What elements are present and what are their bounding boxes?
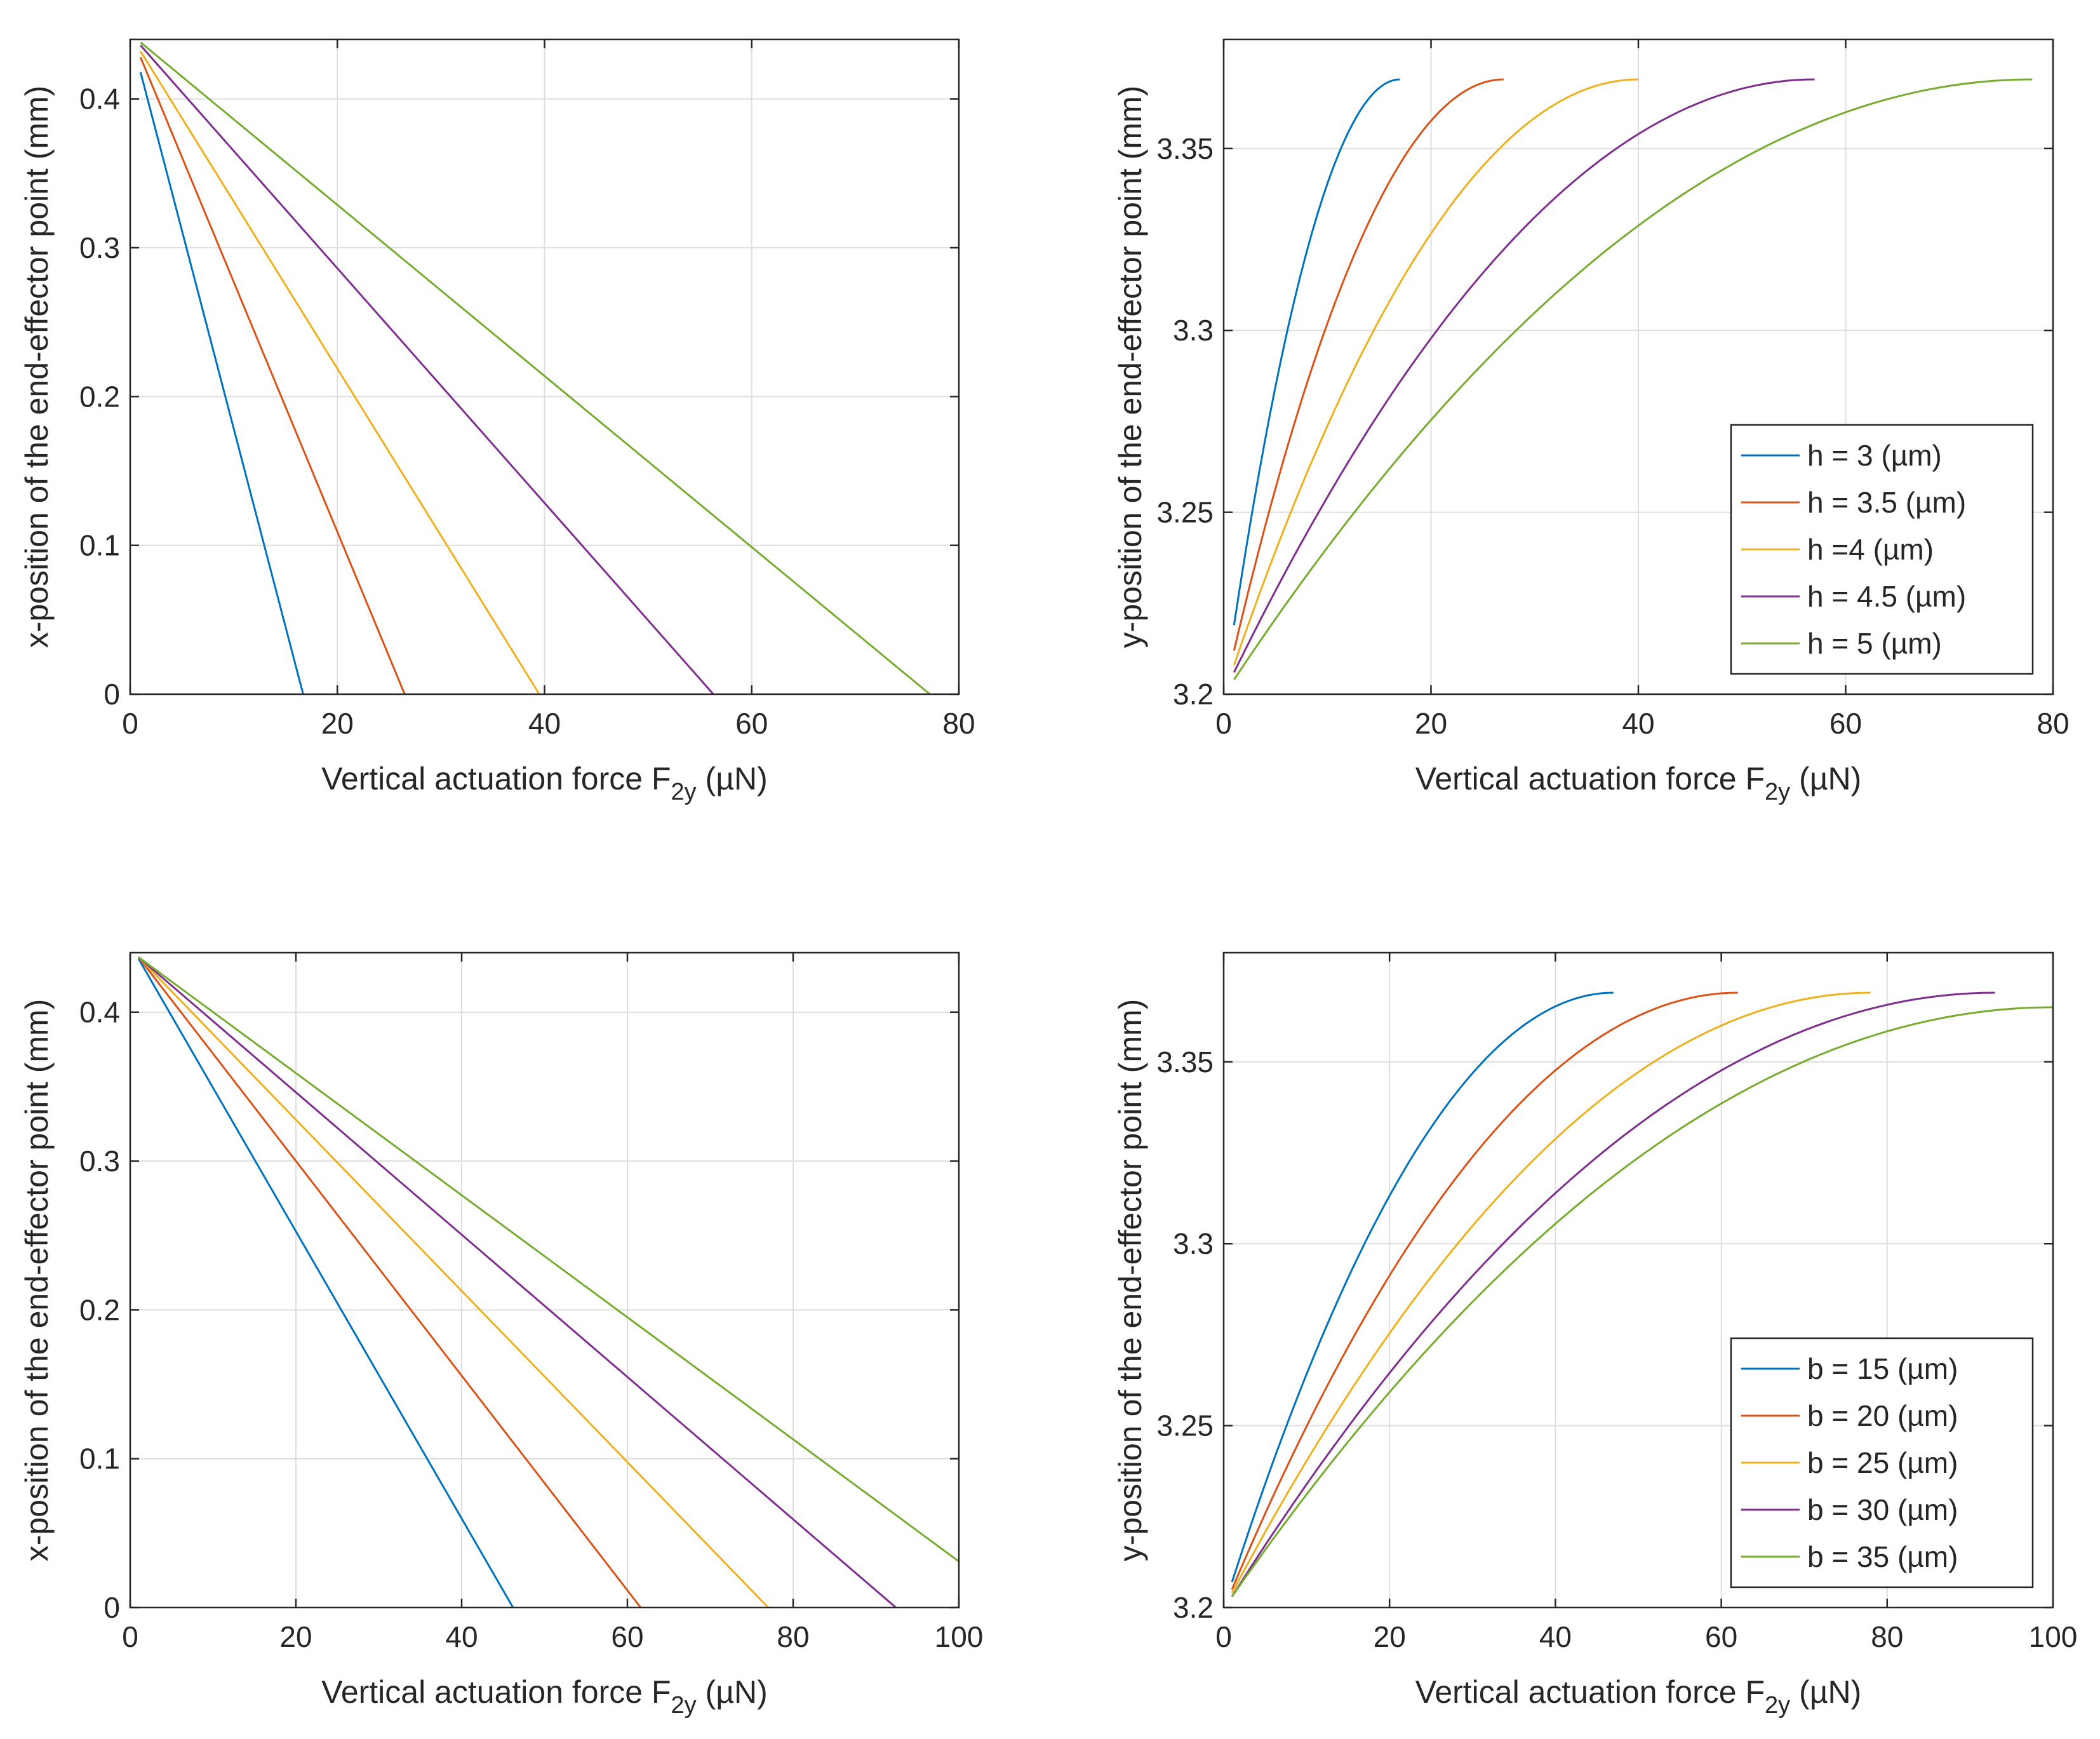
series-line-4 xyxy=(1233,78,1815,673)
x-tick-label: 100 xyxy=(2029,1620,2078,1653)
y-tick-label: 0.3 xyxy=(79,231,120,264)
legend: b = 15 (µm) b = 20 (µm) b = 25 (µm) b = 30 … xyxy=(1730,1337,2034,1588)
legend-label: h = 3.5 (µm) xyxy=(1807,486,1966,519)
y-tick-label: 0.1 xyxy=(79,1442,120,1475)
x-tick-label: 0 xyxy=(1215,1620,1232,1653)
x-tick-label: 40 xyxy=(528,707,561,740)
y-tick-label: 3.35 xyxy=(1156,132,1214,165)
y-tick-label: 3.25 xyxy=(1156,1409,1214,1442)
y-tick-label: 3.35 xyxy=(1156,1045,1214,1078)
series-line-1 xyxy=(139,72,304,695)
x-tick-label: 40 xyxy=(445,1620,478,1653)
x-axis-label: Vertical actuation force F2y (µN) xyxy=(1415,1674,1862,1719)
y-tick-label: 0.1 xyxy=(79,529,120,562)
series-line-1 xyxy=(1231,991,1614,1583)
legend-label: b = 25 (µm) xyxy=(1807,1446,1958,1479)
x-tick-label: 60 xyxy=(1829,707,1862,740)
x-tick-label: 100 xyxy=(935,1620,984,1653)
y-tick-label: 0 xyxy=(104,1591,120,1624)
y-axis-label: x-position of the end-effector point (mm… xyxy=(19,86,55,648)
x-tick-label: 80 xyxy=(1871,1620,1903,1653)
chart-3: 0 20 40 60 80 100 0 0.1 0.2 0.3 0.4 Vertical actuat… xyxy=(19,951,984,1719)
y-tick-label: 0.4 xyxy=(79,83,120,116)
chart-2: 0 20 40 60 80 3.2 3.25 3.3 3.35 Vertical actuatio… xyxy=(1113,38,2070,805)
series-line-2 xyxy=(137,957,642,1608)
chart-1: 0 20 40 60 80 0 0.1 0.2 0.3 0.4 Vertical actuation… xyxy=(19,38,975,805)
series-line-5 xyxy=(1231,1006,2054,1597)
legend-label: b = 15 (µm) xyxy=(1807,1352,1958,1385)
y-tick-label: 0.3 xyxy=(79,1145,120,1178)
series-line-3 xyxy=(1231,991,1871,1594)
y-axis-label: y-position of the end-effector point (mm… xyxy=(1113,999,1148,1562)
x-tick-label: 20 xyxy=(1374,1620,1406,1653)
legend: h = 3 (µm) h = 3.5 (µm) h =4 (µm) h = 4.5 (… xyxy=(1730,424,2034,675)
y-tick-label: 0.2 xyxy=(79,1293,120,1326)
legend-label: b = 20 (µm) xyxy=(1807,1399,1958,1432)
x-tick-label: 80 xyxy=(942,707,975,740)
series-line-3 xyxy=(138,956,769,1609)
series-line-2 xyxy=(1231,991,1738,1590)
series-line-3 xyxy=(1233,78,1639,666)
y-tick-label: 3.25 xyxy=(1156,496,1214,529)
y-tick-label: 0 xyxy=(104,678,120,711)
y-tick-label: 3.3 xyxy=(1173,314,1214,347)
x-tick-label: 20 xyxy=(279,1620,312,1653)
x-tick-label: 0 xyxy=(122,707,138,740)
x-axis-label: Vertical actuation force F2y (µN) xyxy=(321,1674,768,1719)
x-tick-label: 60 xyxy=(1705,1620,1737,1653)
series-line-1 xyxy=(1233,78,1400,626)
series-line-2 xyxy=(1233,78,1504,651)
legend-label: h = 5 (µm) xyxy=(1807,627,1942,660)
x-axis-label: Vertical actuation force F2y (µN) xyxy=(1415,761,1862,805)
legend-label: b = 35 (µm) xyxy=(1807,1540,1958,1573)
y-axis-label: y-position of the end-effector point (mm… xyxy=(1113,86,1148,648)
series-line-4 xyxy=(140,44,714,695)
legend-label: h = 3 (µm) xyxy=(1807,439,1942,472)
y-axis-label: x-position of the end-effector point (mm… xyxy=(19,999,55,1562)
axes-box xyxy=(129,951,960,1609)
x-tick-label: 20 xyxy=(1415,707,1447,740)
y-tick-label: 3.3 xyxy=(1173,1227,1214,1260)
series-line-3 xyxy=(140,50,540,695)
x-tick-label: 80 xyxy=(2036,707,2069,740)
axes-box xyxy=(1222,951,2054,1609)
series-line-5 xyxy=(138,956,960,1562)
legend-label: h = 4.5 (µm) xyxy=(1807,580,1966,613)
plot-area xyxy=(130,953,959,1608)
legend-label: h =4 (µm) xyxy=(1807,533,1934,566)
x-tick-label: 20 xyxy=(321,707,354,740)
series-line-4 xyxy=(1231,991,1995,1597)
y-tick-label: 0.4 xyxy=(79,996,120,1029)
x-tick-label: 40 xyxy=(1622,707,1654,740)
legend-label: b = 30 (µm) xyxy=(1807,1493,1958,1526)
series-line-5 xyxy=(140,41,931,695)
x-tick-label: 0 xyxy=(122,1620,138,1653)
x-axis-label: Vertical actuation force F2y (µN) xyxy=(321,761,768,805)
chart-4: 0 20 40 60 80 100 3.2 3.25 3.3 3.35 Vertical actua… xyxy=(1113,951,2078,1719)
y-tick-label: 0.2 xyxy=(79,380,120,413)
y-tick-label: 3.2 xyxy=(1173,1591,1214,1624)
x-tick-label: 0 xyxy=(1215,707,1232,740)
series-line-1 xyxy=(137,958,514,1608)
series-line-4 xyxy=(138,956,897,1609)
x-tick-label: 60 xyxy=(611,1620,643,1653)
x-tick-label: 60 xyxy=(735,707,768,740)
x-tick-label: 40 xyxy=(1539,1620,1572,1653)
series-line-5 xyxy=(1233,78,2033,680)
y-tick-label: 3.2 xyxy=(1173,678,1214,711)
x-tick-label: 80 xyxy=(777,1620,809,1653)
series-line-2 xyxy=(139,57,406,695)
